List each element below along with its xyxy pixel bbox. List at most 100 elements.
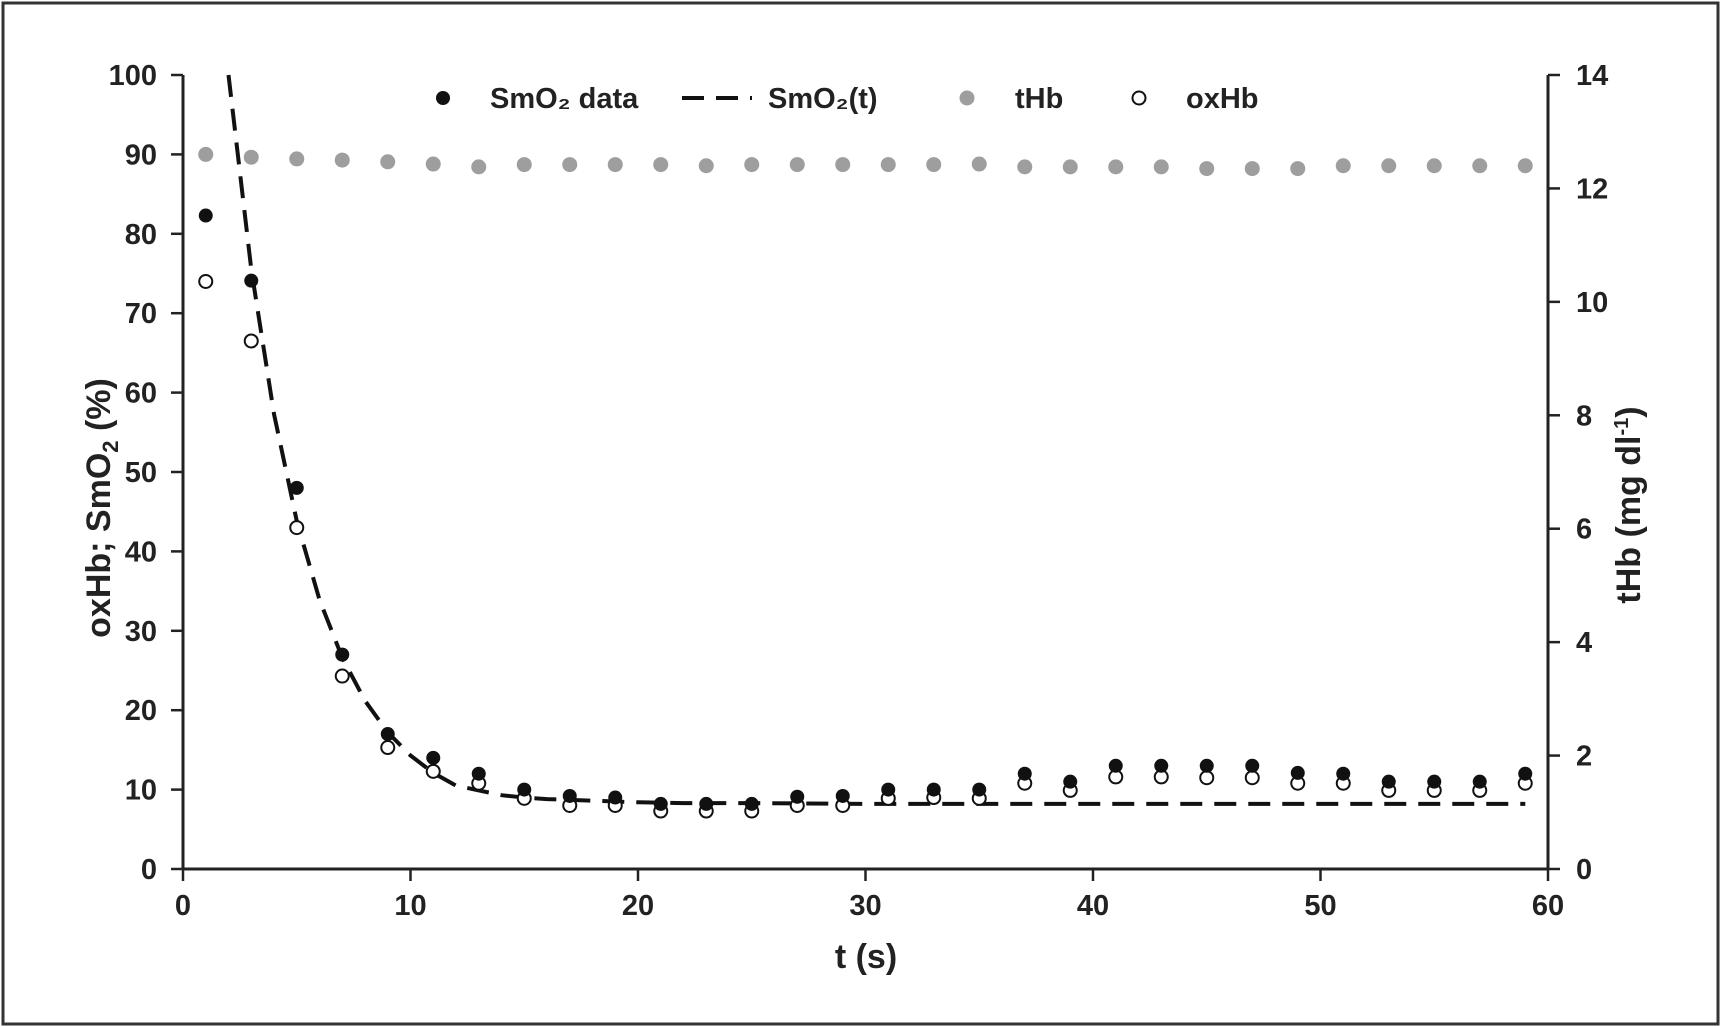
thb-point — [835, 157, 851, 173]
thb-point — [1108, 159, 1124, 175]
oxhb-point — [1199, 770, 1215, 786]
thb-point — [334, 152, 350, 168]
smo2-data-point — [1472, 774, 1487, 789]
thb-point — [1472, 158, 1488, 174]
legend-oxhb-label: oxHb — [1186, 83, 1259, 115]
x-tick-label: 30 — [849, 890, 881, 922]
y2-axis-title-superscript: -1 — [1611, 418, 1633, 436]
axes: 0 10 20 30 40 50 60 0 10 20 30 40 50 60 70 80 90 100 0 2 4 6 8… — [109, 60, 1609, 922]
legend-smo2-fit-label: SmO₂(t) — [768, 83, 878, 115]
smo2-data-point — [471, 766, 486, 781]
legend: SmO₂ data SmO₂(t) tHb oxHb — [436, 83, 1259, 115]
smo2-data-point — [517, 782, 532, 797]
smo2-data-point — [972, 782, 987, 797]
y-tick-label: 30 — [125, 616, 157, 648]
thb-point — [198, 146, 214, 162]
smo2-data-point — [562, 788, 577, 803]
smo2-data-point — [1108, 758, 1123, 773]
y2-tick-label: 0 — [1576, 854, 1592, 886]
y2-tick-label: 4 — [1576, 627, 1592, 659]
x-tick-label: 0 — [175, 890, 191, 922]
thb-point — [1062, 159, 1078, 175]
thb-point — [243, 149, 259, 165]
oxhb-point — [243, 333, 259, 349]
x-tick-label: 20 — [622, 890, 654, 922]
legend-thb-label: tHb — [1015, 83, 1063, 115]
smo2-data-point — [835, 788, 850, 803]
legend-thb-marker — [959, 90, 975, 106]
y-axis-title-subscript: 2 — [98, 440, 123, 452]
y-tick-label: 20 — [125, 695, 157, 727]
y2-tick-label: 8 — [1576, 400, 1592, 432]
smo2-data-point — [744, 796, 759, 811]
thb-point — [1335, 158, 1351, 174]
y2-tick-label: 2 — [1576, 741, 1592, 773]
thb-point — [1517, 158, 1533, 174]
thb-point — [380, 154, 396, 170]
x-tick-label: 40 — [1077, 890, 1109, 922]
thb-point — [653, 157, 669, 173]
legend-smo2-data-marker — [436, 91, 450, 105]
smo2-data-point — [653, 796, 668, 811]
y2-axis-title-suffix: ) — [1610, 406, 1648, 417]
x-tick-label: 50 — [1304, 890, 1336, 922]
y-tick-label: 40 — [125, 536, 157, 568]
thb-point — [471, 159, 487, 175]
y2-tick-label: 12 — [1576, 173, 1608, 205]
legend-smo2-data-label: SmO₂ data — [490, 83, 639, 115]
thb-point — [971, 156, 987, 172]
x-tick-label: 10 — [394, 890, 426, 922]
thb-point — [880, 157, 896, 173]
oxhb-point — [380, 740, 396, 756]
smo2-data-point — [881, 782, 896, 797]
smo2-data-point — [1017, 766, 1032, 781]
thb-point — [1199, 161, 1215, 177]
thb-point — [1244, 161, 1260, 177]
thb-point — [1426, 158, 1442, 174]
smo2-data-point — [1245, 758, 1260, 773]
thb-point — [926, 157, 942, 173]
smo2-data-point — [289, 480, 304, 495]
y-axis-title: oxHb; SmO2 (%) — [80, 378, 123, 638]
thb-point — [698, 158, 714, 174]
y-tick-label: 70 — [125, 298, 157, 330]
thb-point — [789, 157, 805, 173]
y-axis-title-main: oxHb; SmO — [80, 453, 118, 638]
smo2-data-point — [426, 750, 441, 765]
y-tick-label: 50 — [125, 457, 157, 489]
y-tick-label: 10 — [125, 775, 157, 807]
y-tick-label: 0 — [141, 854, 157, 886]
oxhb-point — [1244, 770, 1260, 786]
y2-tick-label: 10 — [1576, 287, 1608, 319]
smo2-data-point — [1427, 774, 1442, 789]
smo2-data-point — [926, 782, 941, 797]
thb-point — [289, 151, 305, 167]
thb-point — [425, 156, 441, 172]
y-tick-label: 60 — [125, 378, 157, 410]
thb-point — [562, 157, 578, 173]
thb-point — [607, 157, 623, 173]
smo2-data-point — [244, 273, 259, 288]
thb-point — [1017, 159, 1033, 175]
smo2-data-point — [1381, 774, 1396, 789]
plot-area — [198, 74, 1533, 819]
thb-point — [1153, 159, 1169, 175]
oxhb-point — [198, 273, 214, 289]
x-axis-title: t (s) — [835, 938, 897, 976]
smo2-data-point — [699, 796, 714, 811]
smo2-data-point — [380, 727, 395, 742]
y-tick-label: 80 — [125, 219, 157, 251]
y2-axis-title: tHb (mg dl-1) — [1610, 406, 1648, 603]
thb-point — [1290, 161, 1306, 177]
oxhb-point — [425, 763, 441, 779]
smo2-data-point — [790, 789, 805, 804]
oxhb-point — [334, 668, 350, 684]
y2-tick-label: 6 — [1576, 514, 1592, 546]
smo2-data-point — [1199, 758, 1214, 773]
y-axis-title-suffix: (%) — [80, 378, 118, 440]
x-tick-label: 60 — [1532, 890, 1564, 922]
smo2-data-point — [1063, 774, 1078, 789]
smo2-data-point — [1290, 765, 1305, 780]
